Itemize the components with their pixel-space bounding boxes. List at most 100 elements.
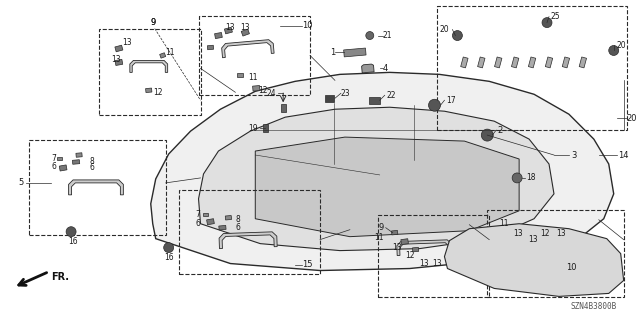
Text: 17: 17 <box>447 96 456 105</box>
Text: 16: 16 <box>68 237 78 246</box>
Polygon shape <box>255 137 519 237</box>
Text: 6: 6 <box>89 163 94 173</box>
Polygon shape <box>397 240 452 256</box>
Text: 13: 13 <box>528 235 538 244</box>
Text: FR.: FR. <box>51 272 69 283</box>
Circle shape <box>164 243 173 253</box>
Polygon shape <box>477 57 485 68</box>
Polygon shape <box>506 225 513 231</box>
Polygon shape <box>203 213 208 216</box>
Text: 22: 22 <box>387 91 396 100</box>
Text: 4: 4 <box>383 64 388 73</box>
Text: 23: 23 <box>341 89 351 98</box>
Circle shape <box>481 129 493 141</box>
Polygon shape <box>76 153 82 157</box>
Text: 11: 11 <box>374 233 384 242</box>
Bar <box>29 140 166 235</box>
Polygon shape <box>529 57 536 68</box>
Text: 5: 5 <box>18 178 23 187</box>
Polygon shape <box>495 57 502 68</box>
Polygon shape <box>72 160 80 164</box>
Text: 15: 15 <box>302 260 312 269</box>
Polygon shape <box>57 157 61 160</box>
Polygon shape <box>130 60 168 72</box>
Text: 13: 13 <box>513 229 523 238</box>
Polygon shape <box>60 165 67 171</box>
Text: 12: 12 <box>540 229 550 238</box>
Circle shape <box>66 227 76 237</box>
Text: 12: 12 <box>405 251 414 260</box>
Polygon shape <box>344 48 366 57</box>
Polygon shape <box>444 224 623 296</box>
Text: 8: 8 <box>89 158 94 167</box>
Polygon shape <box>281 104 285 112</box>
Text: 13: 13 <box>392 243 401 252</box>
Text: 25: 25 <box>551 12 561 21</box>
Circle shape <box>366 32 374 40</box>
Polygon shape <box>545 57 553 68</box>
Circle shape <box>452 31 462 41</box>
Circle shape <box>609 46 619 56</box>
Text: 7: 7 <box>51 153 56 162</box>
Text: 13: 13 <box>556 229 566 238</box>
Text: 13: 13 <box>419 259 428 268</box>
Bar <box>378 215 489 297</box>
Polygon shape <box>115 59 123 65</box>
Text: 18: 18 <box>526 174 536 182</box>
Text: 20: 20 <box>617 41 627 50</box>
Text: 11: 11 <box>248 73 258 82</box>
Polygon shape <box>536 241 542 246</box>
Text: 13: 13 <box>433 259 442 268</box>
Bar <box>198 16 310 95</box>
Text: 13: 13 <box>111 55 121 64</box>
Text: 19: 19 <box>249 124 259 133</box>
Polygon shape <box>219 232 277 249</box>
Bar <box>438 6 627 130</box>
Text: 6: 6 <box>196 219 200 228</box>
Polygon shape <box>511 57 519 68</box>
Polygon shape <box>562 57 570 68</box>
Polygon shape <box>151 72 614 271</box>
Polygon shape <box>237 73 243 78</box>
Text: 11: 11 <box>499 219 509 228</box>
Polygon shape <box>362 64 374 73</box>
Polygon shape <box>221 40 274 58</box>
Polygon shape <box>521 235 527 240</box>
Polygon shape <box>579 57 586 68</box>
Polygon shape <box>369 97 380 104</box>
Polygon shape <box>225 216 232 220</box>
Polygon shape <box>68 180 124 195</box>
Polygon shape <box>263 124 268 132</box>
Text: 13: 13 <box>241 23 250 32</box>
Text: 12: 12 <box>153 88 162 97</box>
Text: 3: 3 <box>571 151 576 160</box>
Polygon shape <box>392 230 398 235</box>
Text: 12: 12 <box>259 86 268 95</box>
Bar <box>99 29 200 115</box>
Text: 1: 1 <box>330 48 335 57</box>
Text: 11: 11 <box>166 48 175 57</box>
Polygon shape <box>412 247 419 252</box>
Polygon shape <box>326 95 335 102</box>
Circle shape <box>429 99 440 111</box>
Polygon shape <box>115 45 123 52</box>
Text: 20: 20 <box>440 25 449 34</box>
Polygon shape <box>401 239 408 245</box>
Polygon shape <box>518 233 576 249</box>
Text: 9: 9 <box>378 223 384 232</box>
Bar <box>487 210 623 297</box>
Polygon shape <box>553 234 561 241</box>
Text: 7: 7 <box>196 210 200 219</box>
Text: 10: 10 <box>302 21 312 30</box>
Polygon shape <box>159 53 166 58</box>
Text: 13: 13 <box>225 23 236 32</box>
Text: 24: 24 <box>267 89 276 98</box>
Polygon shape <box>214 33 222 39</box>
Text: 6: 6 <box>236 223 240 232</box>
Text: 20: 20 <box>627 114 637 123</box>
Polygon shape <box>225 27 232 34</box>
Polygon shape <box>461 57 468 68</box>
Polygon shape <box>207 45 214 50</box>
Text: 10: 10 <box>566 263 576 272</box>
Text: 14: 14 <box>618 151 628 160</box>
